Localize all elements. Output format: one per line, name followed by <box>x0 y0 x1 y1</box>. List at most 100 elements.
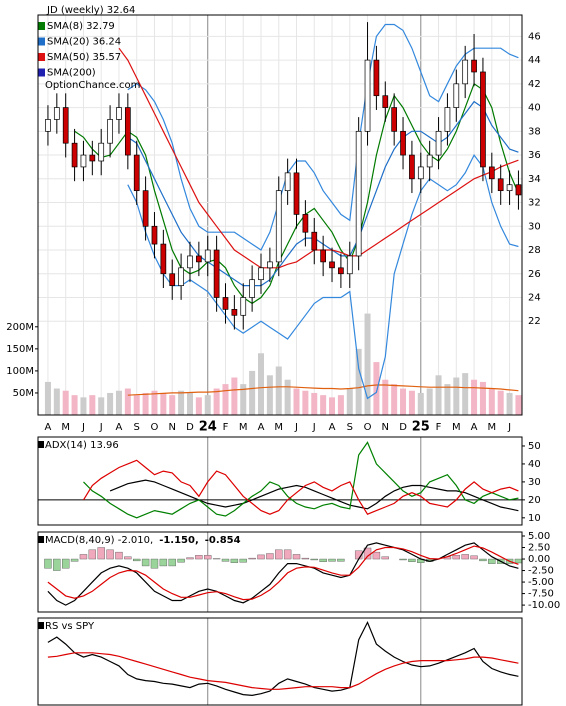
histogram-bar <box>79 554 88 560</box>
y-tick-label: 38 <box>528 126 541 137</box>
y-tick-label: -2.50 <box>528 566 554 577</box>
candle-body <box>400 130 406 156</box>
histogram-bar <box>328 558 336 562</box>
watermark: OptionChance.com <box>45 80 140 91</box>
histogram-bar <box>61 558 70 569</box>
candle-body <box>364 59 371 132</box>
y-tick-label: 36 <box>528 150 541 161</box>
candle-body <box>249 279 255 298</box>
legend-swatch <box>38 37 45 46</box>
histogram-bar <box>301 557 310 560</box>
volume-bar <box>124 388 131 415</box>
volume-bar <box>391 384 398 415</box>
candle-body <box>204 249 211 263</box>
x-tick-label: M <box>452 422 461 433</box>
x-tick-label: A <box>258 422 265 433</box>
histogram-bar <box>186 557 194 560</box>
volume-average-line <box>127 384 519 396</box>
volume-bar <box>115 390 122 415</box>
histogram-bar <box>275 549 283 560</box>
y-tick-label: 20 <box>528 495 541 506</box>
candle-body <box>80 154 87 168</box>
volume-bar <box>178 390 185 415</box>
candle-body <box>62 107 69 144</box>
histogram-bar <box>124 556 132 560</box>
indicator-line <box>109 479 519 512</box>
legend-label: SMA(8) 32.79 <box>47 21 115 32</box>
histogram-bar <box>266 553 274 560</box>
x-tick-label: J <box>81 422 85 433</box>
y-tick-label: 22 <box>528 316 541 327</box>
x-tick-label: O <box>151 422 159 433</box>
candle-body <box>346 255 353 275</box>
volume-bar <box>471 379 478 415</box>
histogram-bar <box>372 551 381 560</box>
indicator-line <box>83 441 519 519</box>
upper-band <box>127 23 519 251</box>
candle-body <box>391 107 398 132</box>
candle-body <box>53 107 60 120</box>
x-tick-label: J <box>294 422 298 433</box>
histogram-bar <box>150 558 159 569</box>
volume-bar <box>479 381 486 415</box>
volume-bar <box>266 375 273 415</box>
y-tick-label: 28 <box>528 245 541 256</box>
candle-body <box>160 243 167 275</box>
volume-tick-label: 50M <box>13 388 34 399</box>
histogram-bar <box>514 558 523 564</box>
volume-bar <box>89 395 96 415</box>
candle-body <box>89 154 96 162</box>
candle-body <box>222 297 229 310</box>
y-tick-label: 10 <box>528 513 541 524</box>
volume-bar <box>222 384 229 415</box>
volume-bar <box>160 392 167 415</box>
indicator-line <box>47 545 519 601</box>
volume-bar <box>515 395 522 415</box>
x-tick-label: A <box>45 422 52 433</box>
lower-band <box>127 153 519 400</box>
y-tick-label: 34 <box>528 174 541 185</box>
volume-bar <box>417 392 424 415</box>
volume-bar <box>364 313 371 415</box>
x-tick-label: J <box>507 422 511 433</box>
histogram-bar <box>452 555 461 560</box>
volume-bar <box>435 375 442 415</box>
volume-bar <box>44 381 51 415</box>
legend-label: -0.854 <box>205 535 241 546</box>
candle-body <box>267 261 273 269</box>
y-tick-label: 0.00 <box>528 554 550 565</box>
x-tick-label: M <box>487 422 496 433</box>
volume-tick-label: 200M <box>6 322 34 333</box>
volume-bar <box>71 395 78 415</box>
candle-body <box>338 267 344 275</box>
x-tick-label: A <box>471 422 478 433</box>
candle-body <box>462 59 469 85</box>
x-tick-label: F <box>436 422 442 433</box>
x-tick-label: J <box>312 422 316 433</box>
candle-body <box>258 267 264 281</box>
candle-body <box>417 166 424 180</box>
histogram-bar <box>88 549 97 560</box>
y-tick-label: 40 <box>528 459 541 470</box>
volume-bar <box>355 348 362 415</box>
indicator-line <box>47 652 519 690</box>
y-tick-label: 44 <box>528 55 541 66</box>
volume-bar <box>488 388 495 415</box>
y-tick-label: 26 <box>528 269 541 280</box>
y-tick-label: 40 <box>528 103 541 114</box>
x-tick-label: D <box>399 422 407 433</box>
volume-bar <box>400 388 407 415</box>
legend-label: SMA(20) 36.24 <box>47 37 121 48</box>
candle-body <box>311 231 318 251</box>
legend-swatch <box>38 622 44 629</box>
candle-body <box>133 154 140 192</box>
legend-swatch <box>38 22 45 30</box>
candle-body <box>116 107 122 120</box>
volume-bar <box>53 388 60 415</box>
volume-bar <box>293 388 300 415</box>
volume-bar <box>98 397 105 415</box>
x-tick-label: F <box>223 422 229 433</box>
x-tick-label: S <box>134 422 140 433</box>
panel-frame <box>37 617 523 706</box>
